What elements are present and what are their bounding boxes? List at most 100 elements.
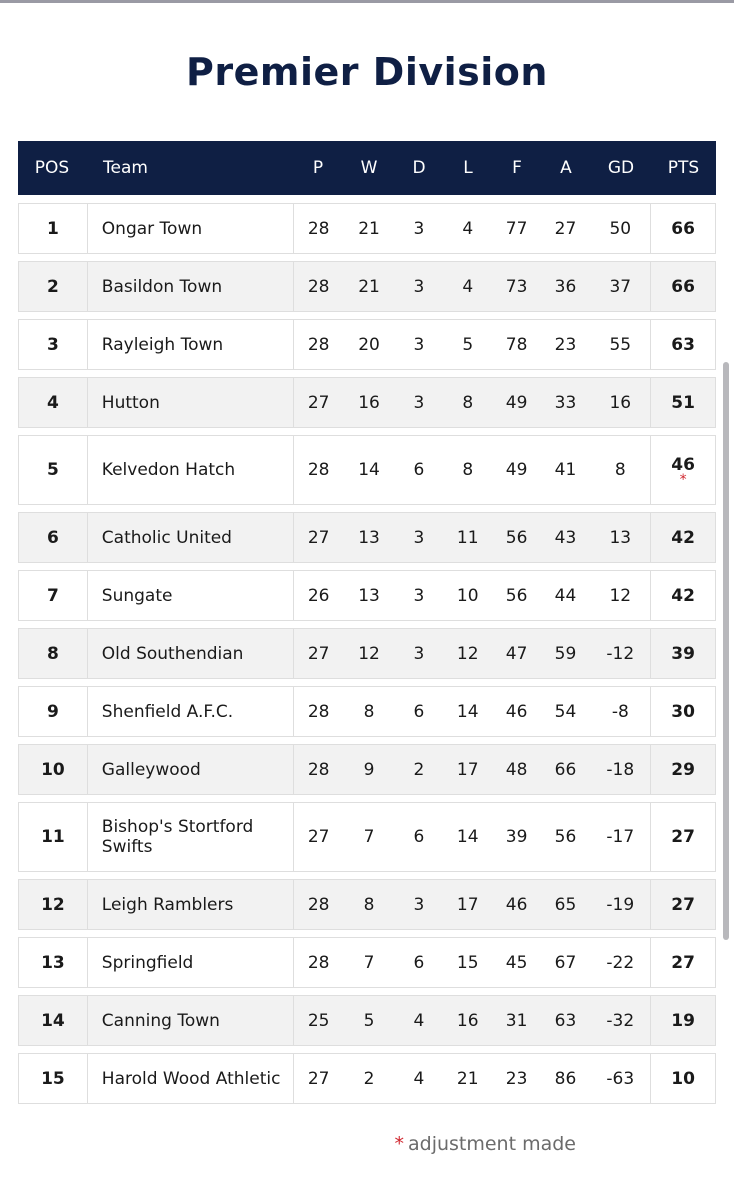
row-won: 21 [358, 276, 380, 297]
row-goal-difference: 12 [609, 585, 632, 606]
row-goal-difference: -32 [606, 1010, 635, 1031]
row-drawn: 6 [413, 701, 425, 722]
row-goal-difference: -18 [606, 759, 635, 780]
row-goals-for: 56 [505, 585, 528, 606]
row-points: 66 [650, 204, 715, 253]
row-won: 21 [358, 218, 380, 239]
row-team: Rayleigh Town [86, 320, 293, 369]
row-goals-for: 47 [505, 643, 528, 664]
row-played: 28 [293, 687, 343, 736]
top-divider [0, 0, 734, 3]
row-points: 51 [650, 378, 715, 427]
row-goals-against: 41 [554, 460, 577, 480]
table-row: 12 Leigh Ramblers 28 8 3 17 46 65 -19 27 [18, 879, 716, 930]
row-played: 27 [293, 378, 343, 427]
header-goals-against: A [560, 158, 572, 178]
table-row: 2 Basildon Town 28 21 3 4 73 36 37 66 [18, 261, 716, 312]
row-lost: 8 [462, 460, 474, 480]
row-goals-against: 43 [554, 527, 577, 548]
row-team: Ongar Town [86, 204, 293, 253]
row-goals-against: 27 [554, 218, 577, 239]
row-drawn: 6 [413, 460, 425, 480]
points-value: 46 [671, 455, 695, 475]
row-played: 27 [293, 1054, 343, 1103]
row-goal-difference: 8 [614, 460, 626, 480]
row-goals-against: 63 [554, 1010, 577, 1031]
row-played: 28 [293, 262, 343, 311]
row-goal-difference: 50 [609, 218, 632, 239]
footnote-marker: * [394, 1133, 404, 1155]
row-team: Canning Town [86, 996, 293, 1045]
row-lost: 21 [456, 1068, 479, 1089]
row-drawn: 3 [413, 276, 425, 297]
row-points: 42 [650, 571, 715, 620]
header-drawn: D [412, 158, 426, 178]
row-goals-for: 56 [505, 527, 528, 548]
row-goals-for: 48 [505, 759, 528, 780]
row-goals-against: 59 [554, 643, 577, 664]
row-won: 2 [363, 1068, 375, 1089]
row-pos: 7 [46, 585, 59, 606]
table-row: 4 Hutton 27 16 3 8 49 33 16 51 [18, 377, 716, 428]
header-pos: POS [34, 158, 70, 178]
row-points: 19 [650, 996, 715, 1045]
row-drawn: 3 [413, 585, 425, 606]
row-team: Springfield [86, 938, 293, 987]
row-team: Sungate [86, 571, 293, 620]
row-team: Old Southendian [86, 629, 293, 678]
row-pos: 12 [41, 894, 65, 915]
row-drawn: 3 [413, 334, 425, 355]
row-goals-for: 31 [505, 1010, 528, 1031]
row-drawn: 3 [413, 218, 425, 239]
header-goal-difference: GD [607, 158, 635, 178]
row-lost: 4 [462, 218, 474, 239]
row-lost: 16 [456, 1010, 479, 1031]
table-row: 15 Harold Wood Athletic 27 2 4 21 23 86 … [18, 1053, 716, 1104]
footnote-text: adjustment made [407, 1133, 576, 1155]
table-row: 14 Canning Town 25 5 4 16 31 63 -32 19 [18, 995, 716, 1046]
row-drawn: 4 [413, 1010, 425, 1031]
row-lost: 5 [462, 334, 474, 355]
row-points: 27 [650, 880, 715, 929]
row-won: 8 [363, 701, 375, 722]
table-row: 1 Ongar Town 28 21 3 4 77 27 50 66 [18, 203, 716, 254]
row-points: 66 [650, 262, 715, 311]
row-won: 8 [363, 894, 375, 915]
row-lost: 17 [456, 759, 479, 780]
row-points: 63 [650, 320, 715, 369]
row-pos: 13 [41, 952, 65, 973]
row-played: 27 [293, 629, 343, 678]
row-points: 10 [650, 1054, 715, 1103]
header-points: PTS [667, 158, 700, 178]
row-won: 13 [358, 585, 380, 606]
row-points: 29 [650, 745, 715, 794]
table-row: 10 Galleywood 28 9 2 17 48 66 -18 29 [18, 744, 716, 795]
row-pos: 11 [41, 827, 65, 847]
row-goal-difference: 16 [609, 392, 632, 413]
row-team: Harold Wood Athletic [86, 1054, 293, 1103]
row-drawn: 4 [413, 1068, 425, 1089]
row-goals-for: 45 [505, 952, 528, 973]
row-lost: 17 [456, 894, 479, 915]
row-goals-for: 78 [505, 334, 528, 355]
league-table: POS Team P W D L F A GD PTS 1 Ongar Town… [18, 141, 716, 1111]
row-goals-against: 67 [554, 952, 577, 973]
row-played: 26 [293, 571, 343, 620]
footnote: * adjustment made [0, 1133, 576, 1155]
row-won: 16 [358, 392, 380, 413]
row-pos: 2 [46, 276, 59, 297]
row-pos: 5 [46, 460, 59, 480]
row-team: Kelvedon Hatch [86, 436, 293, 504]
row-goals-for: 77 [505, 218, 528, 239]
row-lost: 8 [462, 392, 474, 413]
row-team: Hutton [86, 378, 293, 427]
scrollbar[interactable] [723, 362, 729, 940]
row-lost: 10 [456, 585, 479, 606]
row-goals-against: 86 [554, 1068, 577, 1089]
row-goals-for: 49 [505, 460, 528, 480]
row-points: 27 [650, 938, 715, 987]
table-row: 6 Catholic United 27 13 3 11 56 43 13 42 [18, 512, 716, 563]
row-played: 28 [293, 880, 343, 929]
table-row: 9 Shenfield A.F.C. 28 8 6 14 46 54 -8 30 [18, 686, 716, 737]
